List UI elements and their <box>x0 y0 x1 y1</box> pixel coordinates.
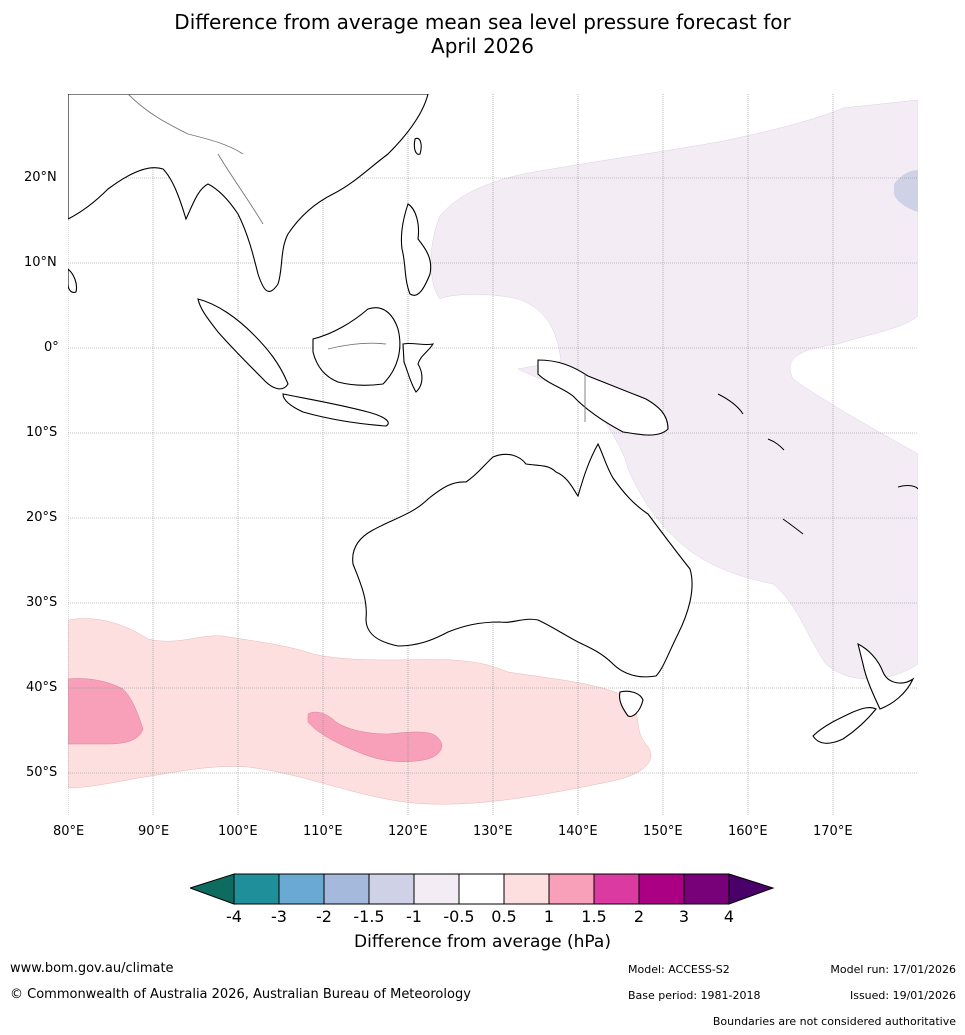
base-period: Base period: 1981-2018 <box>628 989 761 1002</box>
map-title: Difference from average mean sea level p… <box>0 10 965 58</box>
colorbar-bin <box>593 873 640 905</box>
colorbar-bin <box>368 873 415 905</box>
lon-label-110e: 110°E <box>303 824 343 839</box>
rose-anomaly-central <box>307 711 443 762</box>
lon-label-130e: 130°E <box>473 824 513 839</box>
lat-label-20s: 20°S <box>26 510 58 525</box>
colorbar-under-triangle <box>190 873 235 905</box>
australia-outline <box>352 442 693 678</box>
country-borders <box>127 94 586 422</box>
borneo-outline <box>312 307 401 386</box>
colorbar-title: Difference from average (hPa) <box>354 932 611 952</box>
new-zealand-south-outline <box>812 707 877 744</box>
lon-label-80e: 80°E <box>53 824 85 839</box>
lat-label-equator: 0° <box>44 340 59 355</box>
blue-anomaly-patch <box>894 170 918 212</box>
lat-label-50s: 50°S <box>26 765 58 780</box>
colorbar-tick-label: -3 <box>271 907 287 926</box>
title-line-1: Difference from average mean sea level p… <box>174 10 791 34</box>
colorbar-bin <box>683 873 730 905</box>
colorbar-tick-label: 4 <box>723 907 735 926</box>
new-guinea-outline <box>537 359 669 436</box>
pink-anomaly-southern-ocean <box>68 618 651 805</box>
new-zealand-north-outline <box>857 642 915 710</box>
islands <box>717 393 918 535</box>
lon-label-150e: 150°E <box>643 824 683 839</box>
model-run-date: Model run: 17/01/2026 <box>830 963 956 976</box>
colorbar-tick-label: -1.5 <box>353 907 385 926</box>
coastlines <box>68 94 915 744</box>
lat-label-40s: 40°S <box>26 680 58 695</box>
lon-label-160e: 160°E <box>728 824 768 839</box>
asia-mainland-outline <box>68 94 429 292</box>
colorbar-bin <box>413 873 460 905</box>
java-outline <box>282 393 389 427</box>
title-line-2: April 2026 <box>431 34 534 58</box>
colorbar-bin <box>548 873 595 905</box>
lat-label-30s: 30°S <box>26 595 58 610</box>
colorbar-tick-label: 1 <box>543 907 555 926</box>
website-link[interactable]: www.bom.gov.au/climate <box>10 961 174 976</box>
colorbar-tick-label: -1 <box>406 907 422 926</box>
sulawesi-outline <box>402 342 435 393</box>
forecast-map <box>68 94 918 816</box>
colorbar-bin <box>323 873 370 905</box>
colorbar-tick-label: -4 <box>226 907 242 926</box>
lat-gridlines <box>68 177 918 774</box>
colorbar-tick-label: 2 <box>633 907 645 926</box>
issued-date: Issued: 19/01/2026 <box>849 989 956 1002</box>
sri-lanka-outline <box>68 268 78 293</box>
colorbar-tick-label: -2 <box>316 907 332 926</box>
lat-label-10s: 10°S <box>26 425 58 440</box>
model-name: Model: ACCESS-S2 <box>628 963 730 976</box>
philippines-outline <box>400 203 432 296</box>
lavender-anomaly-west-pacific <box>430 99 918 680</box>
colorbar-tick-label: 1.5 <box>581 907 607 926</box>
lon-label-100e: 100°E <box>218 824 258 839</box>
lat-label-10n: 10°N <box>24 255 57 270</box>
lon-label-120e: 120°E <box>388 824 428 839</box>
rose-anomaly-west <box>68 678 144 745</box>
colorbar-tick-label: 3 <box>678 907 690 926</box>
lon-label-90e: 90°E <box>138 824 170 839</box>
sumatra-outline <box>197 298 289 390</box>
colorbar-bin <box>503 873 550 905</box>
copyright-text: © Commonwealth of Australia 2026, Austra… <box>10 987 471 1002</box>
colorbar-tick-label: 0.5 <box>491 907 517 926</box>
colorbar-bin <box>638 873 685 905</box>
boundary-disclaimer: Boundaries are not considered authoritat… <box>712 1015 956 1028</box>
tasmania-outline <box>619 690 644 717</box>
colorbar-over-triangle <box>728 873 775 905</box>
taiwan-outline <box>413 137 422 155</box>
lon-label-170e: 170°E <box>813 824 853 839</box>
colorbar-tick-label: -0.5 <box>443 907 475 926</box>
colorbar-bin <box>458 873 505 905</box>
colorbar <box>190 873 775 905</box>
colorbar-bin <box>233 873 280 905</box>
lat-label-20n: 20°N <box>24 170 57 185</box>
colorbar-bin <box>278 873 325 905</box>
lon-label-140e: 140°E <box>558 824 598 839</box>
